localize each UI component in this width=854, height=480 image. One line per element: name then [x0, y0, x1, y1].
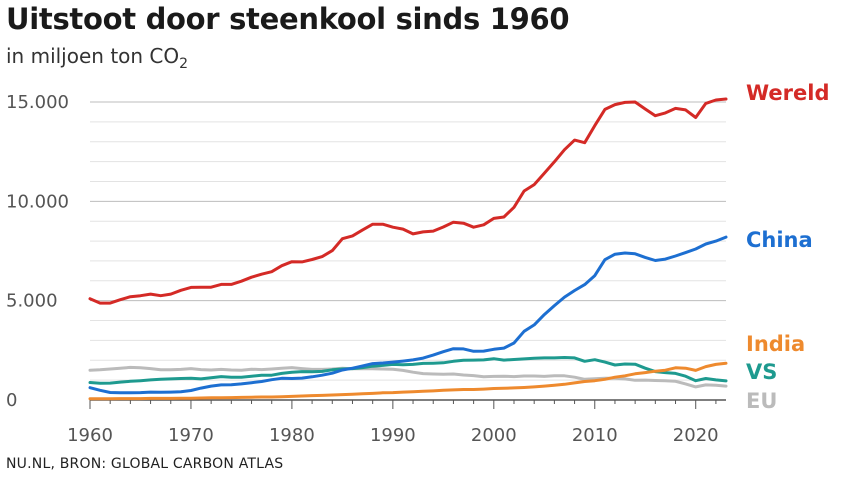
label-layer: Wereld China India VS EU [746, 81, 830, 413]
x-tick-label: 2020 [673, 425, 719, 446]
axis-layer: 0 5.000 10.000 15.000 1960 1970 1980 1990 2000 20… [6, 92, 726, 446]
series-label-wereld: Wereld [746, 81, 830, 105]
x-tick-label: 1990 [370, 425, 416, 446]
chart-subtitle: in miljoen ton CO2 [6, 44, 188, 72]
series-label-india: India [746, 332, 805, 356]
subtitle-text: in miljoen ton CO [6, 44, 180, 68]
series-label-eu: EU [746, 389, 777, 413]
y-tick-label: 10.000 [6, 191, 69, 212]
chart-title: Uitstoot door steenkool sinds 1960 [6, 2, 570, 36]
series-line-india [88, 361, 728, 401]
series-line-eu [88, 365, 728, 389]
source-note: NU.NL, BRON: GLOBAL CARBON ATLAS [6, 456, 284, 472]
series-line-vs [88, 356, 728, 385]
x-tick-label: 1980 [269, 425, 315, 446]
y-tick-label: 5.000 [6, 291, 58, 312]
subtitle-subscript: 2 [179, 56, 189, 72]
series-label-china: China [746, 228, 813, 252]
x-tick-label: 2010 [572, 425, 618, 446]
x-tick-label: 1970 [168, 425, 214, 446]
x-tick-label: 1960 [67, 425, 113, 446]
series-line-wereld [88, 97, 728, 305]
series-label-vs: VS [746, 360, 777, 384]
y-tick-label: 0 [6, 390, 17, 411]
y-tick-label: 15.000 [6, 92, 69, 113]
x-tick-label: 2000 [471, 425, 517, 446]
series-layer [88, 97, 728, 401]
series-line-china [88, 235, 728, 395]
grid-layer [90, 101, 726, 381]
